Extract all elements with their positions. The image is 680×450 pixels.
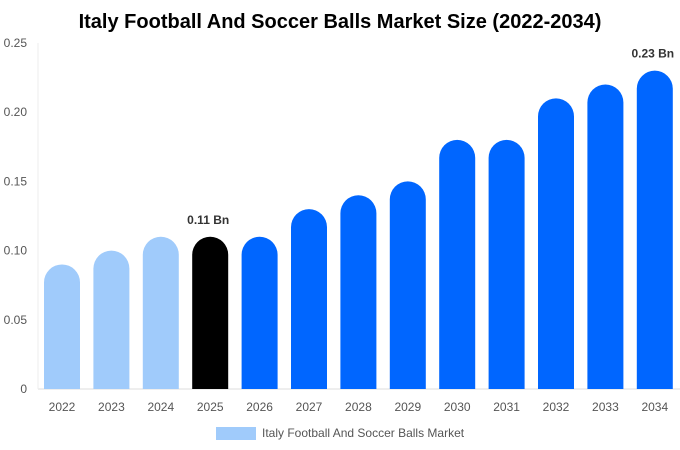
bar-2034 — [636, 70, 673, 390]
y-tick-label: 0.10 — [4, 244, 28, 258]
x-tick-label: 2034 — [641, 400, 668, 414]
x-tick-label: 2027 — [296, 400, 323, 414]
legend-swatch — [216, 427, 256, 440]
bar-2024 — [142, 236, 179, 389]
x-tick-label: 2030 — [444, 400, 471, 414]
bar-2022 — [44, 264, 80, 389]
y-axis: 0 0.05 0.10 0.15 0.20 0.25 — [4, 36, 28, 396]
x-tick-label: 2033 — [592, 400, 619, 414]
data-label: 0.11 Bn — [187, 213, 229, 227]
x-tick-label: 2025 — [197, 400, 224, 414]
x-tick-label: 2022 — [49, 400, 76, 414]
bars: 0.11 Bn 0.23 Bn — [44, 47, 674, 390]
y-tick-label: 0.20 — [4, 105, 28, 119]
y-tick-label: 0.25 — [4, 36, 28, 50]
bar-2030 — [439, 139, 476, 389]
bar-2027 — [291, 209, 327, 389]
bar-2029 — [389, 181, 426, 389]
legend: Italy Football And Soccer Balls Market — [216, 426, 465, 440]
bar-2025 — [192, 236, 229, 389]
bar-2023 — [93, 250, 130, 389]
bar-2033 — [587, 84, 624, 390]
x-tick-label: 2031 — [493, 400, 520, 414]
y-tick-label: 0.15 — [4, 174, 28, 188]
bar-2026 — [241, 236, 278, 389]
bar-2032 — [538, 98, 574, 390]
data-label: 0.23 Bn — [631, 47, 674, 61]
x-axis: 2022 2023 2024 2025 2026 2027 2028 2029 2030 2031… — [49, 400, 669, 414]
chart-title: Italy Football And Soccer Balls Market S… — [79, 11, 602, 33]
x-tick-label: 2028 — [345, 400, 372, 414]
x-tick-label: 2026 — [246, 400, 273, 414]
x-tick-label: 2023 — [98, 400, 125, 414]
bar-2028 — [340, 195, 377, 389]
legend-label: Italy Football And Soccer Balls Market — [262, 426, 465, 440]
x-tick-label: 2024 — [147, 400, 174, 414]
x-tick-label: 2029 — [394, 400, 421, 414]
y-tick-label: 0 — [20, 382, 27, 396]
y-tick-label: 0.05 — [4, 313, 28, 327]
x-tick-label: 2032 — [543, 400, 570, 414]
bar-2031 — [488, 139, 525, 389]
